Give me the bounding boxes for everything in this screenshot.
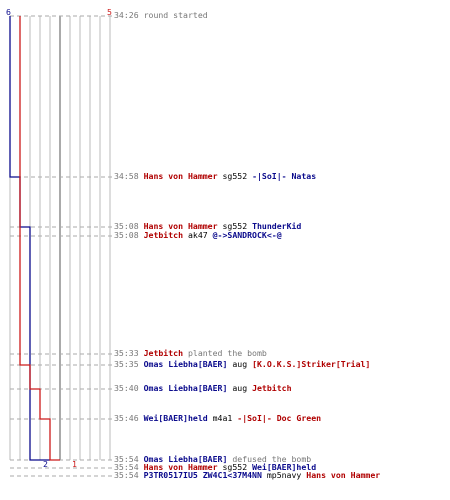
event-time: 35:40: [114, 383, 139, 393]
ct-start-count: 6: [6, 7, 11, 17]
weapon-name: sg552: [217, 462, 253, 472]
weapon-name: sg552: [217, 221, 253, 231]
t-end-count: 1: [72, 459, 77, 469]
player-name: Jetbitch: [143, 348, 184, 358]
event-action: defused the bomb: [227, 454, 312, 464]
weapon-name: sg552: [217, 171, 253, 181]
event-time: 35:46: [114, 413, 139, 423]
event-time: 35:54: [114, 470, 139, 480]
event-row: 35:35 Omas Liebha[BAER] aug [K.O.K.S.]St…: [114, 360, 370, 369]
player-name: [K.O.K.S.]Striker[Trial]: [252, 359, 371, 369]
event-row: 35:08 Hans von Hammer sg552 ThunderKid: [114, 222, 301, 231]
event-row: 35:33 Jetbitch planted the bomb: [114, 349, 267, 358]
player-name: -|SoI|- Natas: [252, 171, 317, 181]
player-name: Omas Liebha[BAER]: [143, 454, 228, 464]
player-name: Hans von Hammer: [143, 221, 218, 231]
event-action: round started: [143, 10, 208, 20]
player-name: Hans von Hammer: [143, 171, 218, 181]
t-start-count: 5: [107, 7, 112, 17]
grid-lines: [9, 16, 111, 460]
player-name: Hans von Hammer: [306, 470, 381, 480]
player-name: Wei[BAER]held: [143, 413, 208, 423]
weapon-name: m4a1: [207, 413, 238, 423]
weapon-name: aug: [227, 359, 253, 369]
event-row: 35:46 Wei[BAER]held m4a1 -|SoI|- Doc Gre…: [114, 414, 321, 423]
player-name: ThunderKid: [252, 221, 302, 231]
team-step-lines: [9, 16, 60, 461]
ct-end-count: 2: [43, 459, 48, 469]
player-name: Hans von Hammer: [143, 462, 218, 472]
event-time: 35:54: [114, 462, 139, 472]
event-time: 35:33: [114, 348, 139, 358]
weapon-name: aug: [227, 383, 253, 393]
event-row: 35:08 Jetbitch ak47 @->SANDROCK<-@: [114, 231, 282, 240]
event-row: 35:54 P3TR0517IU5 ZW4C1<37M4NN mp5navy H…: [114, 471, 380, 480]
player-name: P3TR0517IU5 ZW4C1<37M4NN: [143, 470, 262, 480]
player-name: Wei[BAER]held: [252, 462, 317, 472]
event-time: 35:08: [114, 230, 139, 240]
event-row: 35:40 Omas Liebha[BAER] aug Jetbitch: [114, 384, 292, 393]
event-time: 34:58: [114, 171, 139, 181]
event-time: 35:08: [114, 221, 139, 231]
weapon-name: mp5navy: [261, 470, 307, 480]
event-time: 34:26: [114, 10, 139, 20]
event-time: 35:35: [114, 359, 139, 369]
player-name: Jetbitch: [143, 230, 184, 240]
t-alive-line: [19, 16, 60, 461]
event-row: 35:54 Omas Liebha[BAER] defused the bomb: [114, 455, 311, 464]
player-name: Omas Liebha[BAER]: [143, 359, 228, 369]
player-name: @->SANDROCK<-@: [212, 230, 282, 240]
event-guide-lines: [10, 15, 112, 477]
event-time: 35:54: [114, 454, 139, 464]
event-row: 34:26 round started: [114, 11, 208, 20]
player-name: Omas Liebha[BAER]: [143, 383, 228, 393]
player-name: Jetbitch: [252, 383, 292, 393]
event-row: 35:54 Hans von Hammer sg552 Wei[BAER]hel…: [114, 463, 316, 472]
event-action: planted the bomb: [183, 348, 267, 358]
event-row: 34:58 Hans von Hammer sg552 -|SoI|- Nata…: [114, 172, 316, 181]
player-name: -|SoI|- Doc Green: [237, 413, 322, 423]
weapon-name: ak47: [183, 230, 213, 240]
